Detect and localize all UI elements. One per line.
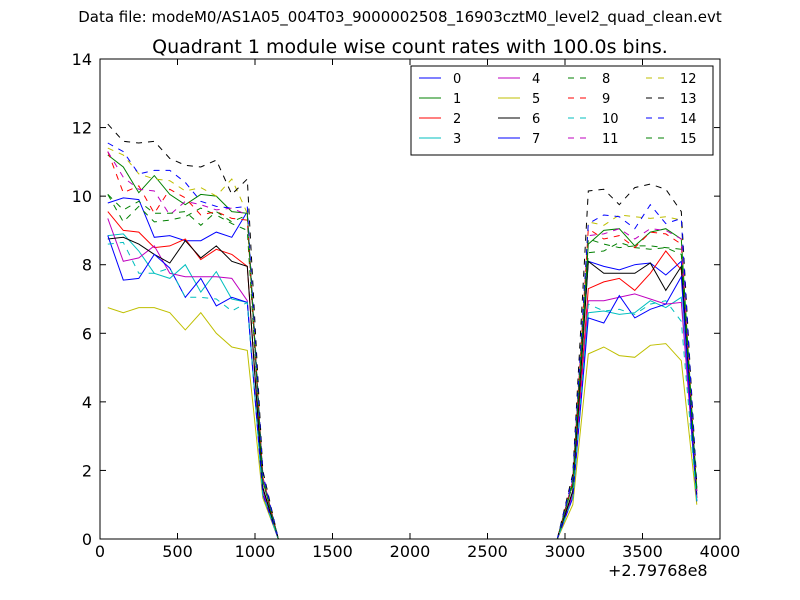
x-tick-label: 3500 xyxy=(622,542,663,561)
legend-label-9: 9 xyxy=(602,92,610,107)
y-tick-label: 14 xyxy=(72,50,92,69)
x-tick-label: 2000 xyxy=(390,542,431,561)
legend-label-2: 2 xyxy=(453,112,461,127)
series-line-10 xyxy=(107,241,698,540)
x-tick-label: 0 xyxy=(95,542,105,561)
legend-label-13: 13 xyxy=(680,92,697,107)
legend-label-5: 5 xyxy=(532,92,540,107)
series-line-6 xyxy=(107,236,698,540)
axis-ticks: 0 500 1000 1500 2000 2500 3000 3500 400002468101… xyxy=(72,50,741,561)
legend-label-4: 4 xyxy=(532,72,540,87)
x-tick-label: 1500 xyxy=(312,542,353,561)
legend-label-8: 8 xyxy=(602,72,610,87)
legend-label-6: 6 xyxy=(532,112,540,127)
y-tick-label: 0 xyxy=(82,530,92,549)
legend-label-0: 0 xyxy=(453,72,461,87)
series-line-3 xyxy=(107,233,698,540)
series-line-0 xyxy=(107,197,698,540)
series-line-11 xyxy=(107,151,698,540)
series-line-14 xyxy=(107,142,698,540)
series-line-1 xyxy=(107,154,698,540)
x-tick-label: 1000 xyxy=(235,542,276,561)
legend-label-7: 7 xyxy=(532,132,540,147)
legend-label-1: 1 xyxy=(453,92,461,107)
y-tick-label: 2 xyxy=(82,461,92,480)
series-line-4 xyxy=(107,218,698,540)
y-tick-label: 6 xyxy=(82,324,92,343)
series-line-15 xyxy=(107,194,698,540)
series-line-12 xyxy=(107,147,698,540)
legend-label-3: 3 xyxy=(453,132,461,147)
x-tick-label: 3000 xyxy=(545,542,586,561)
legend-label-12: 12 xyxy=(680,72,697,87)
series-line-13 xyxy=(107,123,698,540)
legend-label-10: 10 xyxy=(602,112,619,127)
legend-label-15: 15 xyxy=(680,132,697,147)
x-tick-label: 500 xyxy=(162,542,193,561)
series-lines xyxy=(107,123,698,540)
y-tick-label: 8 xyxy=(82,256,92,275)
legend-label-14: 14 xyxy=(680,112,697,127)
legend-label-11: 11 xyxy=(602,132,619,147)
x-tick-label: 2500 xyxy=(467,542,508,561)
figure-suptitle: Data file: modeM0/AS1A05_004T03_90000025… xyxy=(78,8,722,26)
chart-title: Quadrant 1 module wise count rates with … xyxy=(152,36,668,58)
x-tick-label: 4000 xyxy=(700,542,741,561)
y-tick-label: 10 xyxy=(72,187,92,206)
series-line-8 xyxy=(107,194,698,540)
series-line-9 xyxy=(107,151,698,540)
x-offset-label: +2.79768e8 xyxy=(608,561,708,580)
y-tick-label: 4 xyxy=(82,393,92,412)
legend-box xyxy=(410,65,714,156)
series-line-2 xyxy=(107,211,698,540)
series-line-5 xyxy=(107,307,698,540)
y-tick-label: 12 xyxy=(72,119,92,138)
